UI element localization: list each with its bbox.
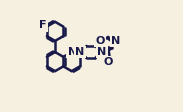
Text: N: N (111, 36, 120, 46)
Text: F: F (39, 20, 47, 30)
Text: N: N (75, 47, 84, 57)
Text: N: N (97, 47, 107, 57)
Text: O: O (103, 57, 113, 67)
Text: O: O (95, 36, 105, 46)
Text: N: N (68, 46, 77, 57)
